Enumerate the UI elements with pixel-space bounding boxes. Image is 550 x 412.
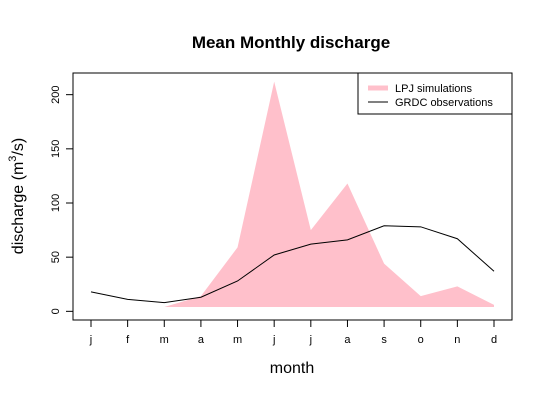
y-axis-label: discharge (m3/s) — [7, 138, 27, 254]
series-line-group — [90, 225, 495, 304]
x-tick-label: j — [309, 334, 312, 346]
x-tick-label: m — [233, 334, 242, 346]
x-tick-label: n — [454, 334, 460, 346]
y-tick-label: 150 — [50, 140, 62, 158]
y-axis-label-main: discharge (m — [10, 162, 27, 254]
legend-label-grdc: GRDC observations — [395, 97, 493, 109]
series-area-group — [91, 81, 494, 308]
plot-frame — [72, 72, 513, 321]
area-lpj-simulations — [91, 81, 494, 308]
y-tick-label: 100 — [50, 194, 62, 212]
x-tick-label: f — [126, 334, 130, 346]
y-axis-label-tail: /s) — [10, 138, 27, 156]
x-tick-label: a — [344, 334, 351, 346]
y-tick-label: 0 — [50, 308, 62, 314]
line-grdc-observations — [90, 225, 495, 304]
x-tick-label: d — [491, 334, 497, 346]
legend-label-lpj: LPJ simulations — [395, 83, 473, 95]
x-tick-label: j — [89, 334, 92, 346]
x-tick-label: o — [418, 334, 424, 346]
x-axis-label: month — [270, 360, 314, 377]
legend-box — [357, 72, 513, 115]
chart-title: Mean Monthly discharge — [192, 33, 390, 52]
x-tick-label: s — [381, 334, 387, 346]
y-axis: 0 50 100 150 200 — [50, 85, 73, 314]
x-tick-label: a — [198, 334, 205, 346]
y-tick-label: 50 — [50, 251, 62, 263]
x-tick-label: j — [272, 334, 275, 346]
y-tick-label: 200 — [50, 85, 62, 103]
x-tick-label: m — [160, 334, 169, 346]
legend: LPJ simulations GRDC observations — [357, 72, 513, 115]
y-axis-label-superscript: 3 — [7, 156, 19, 162]
